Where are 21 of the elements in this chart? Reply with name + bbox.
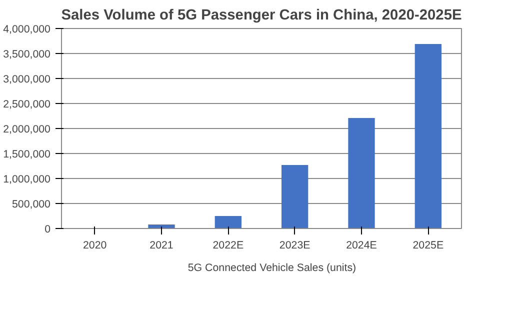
y-tick-label: 1,500,000 bbox=[3, 148, 51, 160]
y-tick-label: 0 bbox=[44, 224, 51, 236]
y-tick-label: 500,000 bbox=[12, 198, 51, 210]
y-tick-label: 3,500,000 bbox=[3, 48, 51, 60]
x-tick-label: 2025E bbox=[412, 240, 444, 252]
y-tick-label: 2,500,000 bbox=[3, 98, 51, 110]
bar bbox=[414, 44, 442, 228]
x-tick-label: 2024E bbox=[346, 240, 377, 252]
y-tick-label: 2,000,000 bbox=[3, 124, 51, 136]
x-tick-label: 2021 bbox=[150, 240, 174, 252]
x-tick-label: 2023E bbox=[279, 240, 310, 252]
y-tick-label: 3,000,000 bbox=[3, 74, 51, 86]
x-tick-label: 2022E bbox=[212, 240, 244, 252]
chart-title: Sales Volume of 5G Passenger Cars in China, 2020-2025E bbox=[61, 8, 462, 24]
bar bbox=[282, 165, 308, 228]
y-tick-label: 4,000,000 bbox=[3, 24, 51, 36]
bar bbox=[214, 216, 242, 228]
text: 5G Connected Vehicle Sales (units) bbox=[188, 262, 356, 274]
y-tick-label: 1,000,000 bbox=[3, 174, 51, 186]
bar bbox=[348, 118, 375, 228]
x-tick-label: 2020 bbox=[82, 240, 107, 252]
